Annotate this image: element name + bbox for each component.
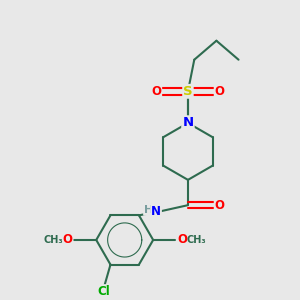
Text: O: O xyxy=(214,85,225,98)
Text: S: S xyxy=(183,85,193,98)
Text: O: O xyxy=(214,199,225,212)
Text: Cl: Cl xyxy=(98,285,110,298)
Text: O: O xyxy=(151,85,161,98)
Text: N: N xyxy=(151,205,161,218)
Text: CH₃: CH₃ xyxy=(44,235,63,245)
Text: H: H xyxy=(144,205,153,215)
Text: O: O xyxy=(177,233,187,247)
Text: CH₃: CH₃ xyxy=(186,235,206,245)
Text: N: N xyxy=(182,116,194,130)
Text: N: N xyxy=(182,116,194,130)
Text: O: O xyxy=(62,233,73,247)
